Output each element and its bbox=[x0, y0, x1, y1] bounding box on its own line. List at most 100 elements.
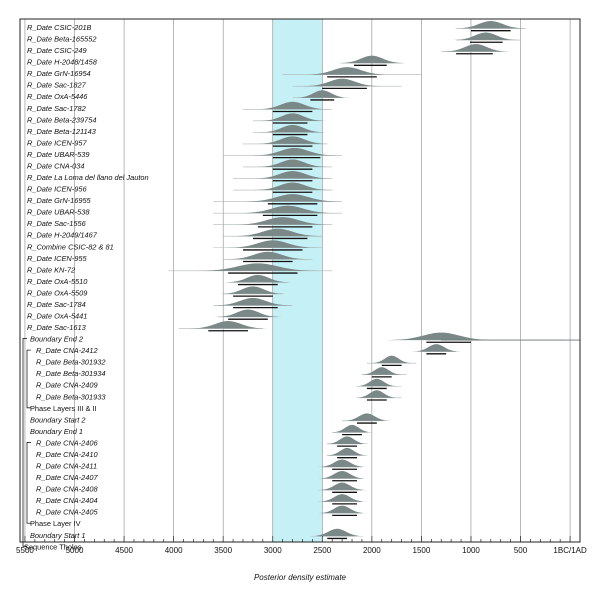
row-label: Phase Layers III & II bbox=[30, 404, 97, 413]
row-label: R_Date GrN-16954 bbox=[27, 69, 91, 78]
row-label: R_Date ICEN-955 bbox=[27, 254, 87, 263]
posterior-density bbox=[443, 44, 509, 52]
posterior-density bbox=[318, 459, 366, 468]
posterior-density bbox=[256, 101, 329, 110]
posterior-density bbox=[256, 159, 329, 167]
grid-layer bbox=[24, 19, 571, 542]
row-label: R_Date CNA-2407 bbox=[36, 473, 99, 482]
row-label: R_Date Sac-1827 bbox=[27, 81, 87, 90]
distribution-layer bbox=[168, 21, 580, 540]
row-label: R_Date CNA-2405 bbox=[36, 508, 99, 517]
tick-label: 2000 bbox=[363, 546, 381, 555]
row-label: R_Date CNA-2408 bbox=[36, 485, 99, 494]
row-label: R_Date GrN-16955 bbox=[27, 196, 92, 205]
row-label: R_Date CNA-2411 bbox=[36, 462, 97, 471]
row-label: R_Date Beta-121143 bbox=[27, 127, 97, 136]
posterior-density bbox=[326, 436, 368, 444]
posterior-density bbox=[259, 113, 326, 121]
posterior-density bbox=[370, 355, 413, 364]
row-label: R_Date Beta-301933 bbox=[36, 392, 106, 401]
row-label: R_Date CNA-034 bbox=[27, 161, 85, 170]
posterior-density bbox=[226, 251, 310, 260]
x-axis-title: Posterior density estimate bbox=[254, 573, 347, 582]
posterior-density bbox=[318, 482, 366, 491]
row-label: R_Date CNA-2412 bbox=[36, 346, 98, 355]
row-label: R_Date CNA-2410 bbox=[36, 450, 99, 459]
tick-label: 5500 bbox=[16, 546, 34, 555]
posterior-density bbox=[240, 205, 336, 214]
posterior-density bbox=[233, 228, 323, 237]
tick-label: 1BC/1AD bbox=[553, 546, 587, 555]
row-label: R_Date Sac-1613 bbox=[27, 323, 87, 332]
row-label: R_Date KN-72 bbox=[27, 265, 75, 274]
row-label: R_Date ICEN-957 bbox=[27, 138, 87, 147]
posterior-density bbox=[318, 494, 366, 502]
posterior-density bbox=[295, 90, 350, 98]
row-label: R_Date Beta-239754 bbox=[27, 115, 96, 124]
posterior-density bbox=[228, 240, 318, 248]
posterior-density bbox=[326, 447, 368, 456]
posterior-density bbox=[252, 147, 337, 156]
row-label: R_Date H-2049/1467 bbox=[27, 231, 98, 240]
posterior-density bbox=[215, 309, 281, 317]
row-label: R_Combine CSIC-82 & 81 bbox=[27, 242, 114, 251]
row-label: R_Date CNA-2406 bbox=[36, 438, 99, 447]
row-label: R_Date Beta-301932 bbox=[36, 358, 105, 367]
posterior-density bbox=[455, 21, 527, 29]
row-label: R_Date UBAR-539 bbox=[27, 150, 89, 159]
tick-label: 500 bbox=[514, 546, 528, 555]
plot-frame bbox=[19, 18, 581, 543]
tick-label: 3500 bbox=[214, 546, 232, 555]
tick-label: 1000 bbox=[462, 546, 480, 555]
posterior-density bbox=[253, 171, 332, 179]
row-label: R_Date UBAR-538 bbox=[27, 208, 90, 217]
posterior-density bbox=[412, 344, 461, 352]
row-label: R_Date OxA-5441 bbox=[27, 312, 87, 321]
tick-label: 4500 bbox=[115, 546, 133, 555]
sequence-bracket bbox=[22, 338, 27, 547]
row-label: R_Date CNA-2404 bbox=[36, 496, 98, 505]
tick-label: 5000 bbox=[66, 546, 84, 555]
posterior-density bbox=[339, 55, 405, 64]
phase-bracket-iii-ii bbox=[26, 349, 31, 409]
posterior-density bbox=[259, 124, 326, 133]
row-label: Phase Layer IV bbox=[30, 519, 81, 528]
row-label: Boundary Start 2 bbox=[30, 415, 85, 424]
row-label: R_Date H-2048/1458 bbox=[27, 58, 98, 67]
posterior-density bbox=[387, 332, 495, 341]
posterior-density bbox=[318, 505, 366, 514]
posterior-density bbox=[318, 471, 366, 479]
posterior-density bbox=[305, 67, 389, 75]
posterior-density bbox=[225, 274, 291, 283]
posterior-density bbox=[310, 528, 364, 537]
tick-label: 2500 bbox=[313, 546, 331, 555]
row-label-layer: R_Date CSIC-201B R_Date Beta-165552 R_Date… bbox=[24, 23, 149, 551]
posterior-density bbox=[214, 297, 292, 306]
posterior-density bbox=[198, 263, 318, 271]
x-axis: 5500 5000 4500 4000 3500 3000 2500 2000 1500 1000… bbox=[16, 536, 587, 555]
row-label: R_Date Sac-1556 bbox=[27, 219, 87, 228]
posterior-density bbox=[244, 194, 341, 202]
posterior-density bbox=[331, 424, 373, 433]
phase-bracket-iv bbox=[26, 442, 31, 524]
row-label: R_Date Sac-1782 bbox=[27, 104, 86, 113]
tick-label: 1500 bbox=[413, 546, 431, 555]
posterior-density bbox=[343, 413, 391, 421]
sequence-brackets bbox=[22, 338, 31, 547]
row-label: Boundary Start 1 bbox=[30, 531, 85, 540]
row-label: R_Date OxA-5509 bbox=[27, 288, 87, 297]
row-label: Boundary End 1 bbox=[30, 427, 83, 436]
posterior-density bbox=[235, 217, 331, 225]
row-label: R_Date La Loma del llano del Jauton bbox=[27, 173, 149, 182]
posterior-density bbox=[356, 390, 398, 398]
posterior-density bbox=[253, 182, 332, 191]
row-label: R_Date CSIC-201B bbox=[27, 23, 92, 32]
posterior-density bbox=[453, 32, 519, 41]
row-label: R_Date OxA-5446 bbox=[27, 92, 88, 101]
posterior-density bbox=[303, 78, 381, 87]
posterior-density bbox=[189, 321, 267, 329]
row-label: R_Date Beta-165552 bbox=[27, 35, 96, 44]
tick-label: 3000 bbox=[264, 546, 282, 555]
row-label: R_Date Beta-301934 bbox=[36, 369, 105, 378]
